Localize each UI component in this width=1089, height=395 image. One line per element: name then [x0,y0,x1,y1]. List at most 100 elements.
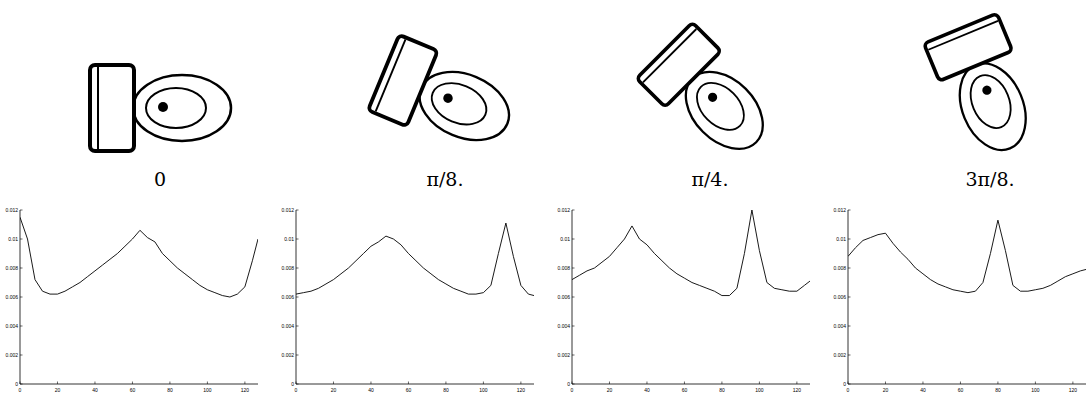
x-tick [960,382,961,385]
bowl-outer [133,75,231,141]
tank [368,35,438,126]
x-tick-label: 60 [406,387,412,393]
y-tick-label: 0.004 [557,323,570,329]
angle-label: 0 [154,168,166,190]
x-tick [759,382,760,385]
y-tick-label: 0.006 [833,294,846,300]
x-tick-label: 40 [644,387,650,393]
drain [442,92,454,104]
y-tick-label: 0.012 [833,207,846,213]
x-tick-label: 20 [883,387,889,393]
y-tick [20,239,23,240]
y-tick [572,384,575,385]
y-tick [848,239,851,240]
x-tick [207,382,208,385]
y-tick [572,326,575,327]
y-tick [848,355,851,356]
x-tick-label: 120 [241,387,250,393]
x-tick-label: 20 [607,387,613,393]
y-tick [20,210,23,211]
y-tick-label: 0.006 [281,294,294,300]
x-tick [169,382,170,385]
x-axis [20,384,258,385]
drain [706,91,719,104]
y-tick [572,210,575,211]
y-tick-label: 0.006 [5,294,18,300]
y-tick-label: 0.008 [833,265,846,271]
x-tick-label: 40 [920,387,926,393]
x-tick [684,382,685,385]
x-tick [94,382,95,385]
drain [981,84,993,96]
x-tick-label: 100 [1031,387,1040,393]
x-tick [370,382,371,385]
y-tick-label: 0.012 [281,207,294,213]
y-tick-label: 0.006 [557,294,570,300]
y-tick [296,297,299,298]
x-tick-label: 0 [19,387,22,393]
drain [158,102,168,112]
y-tick [572,355,575,356]
y-tick-label: 0.002 [833,352,846,358]
y-tick-label: 0.002 [281,352,294,358]
x-tick [1035,382,1036,385]
x-tick-label: 60 [958,387,964,393]
y-tick-label: 0.01 [836,236,846,242]
x-tick [296,382,297,385]
bowl-inner [425,75,492,132]
line [296,223,534,295]
x-tick-label: 0 [295,387,298,393]
angle-label: π/8. [426,168,463,190]
x-tick-label: 0 [847,387,850,393]
x-axis [296,384,534,385]
figure: 000.0020.0040.0060.0080.010.012020406080… [0,0,1089,395]
y-tick [848,326,851,327]
x-tick-label: 80 [719,387,725,393]
chart: 00.0020.0040.0060.0080.010.0120204060801… [281,207,534,393]
y-tick-label: 0.002 [5,352,18,358]
x-tick [57,382,58,385]
chart: 00.0020.0040.0060.0080.010.0120204060801… [5,207,258,393]
tank [924,13,1013,81]
x-tick-label: 0 [571,387,574,393]
y-tick [296,239,299,240]
y-tick [20,384,23,385]
toilet-image [90,65,231,151]
y-tick-label: 0.004 [281,323,294,329]
x-tick [20,382,21,385]
tank-edge [643,29,696,82]
x-tick [796,382,797,385]
x-tick-label: 120 [517,387,526,393]
y-tick-label: 0.01 [8,236,18,242]
y-tick [296,384,299,385]
x-tick [132,382,133,385]
y-tick [848,297,851,298]
x-tick-label: 100 [755,387,764,393]
chart: 00.0020.0040.0060.0080.010.0120204060801… [833,207,1086,393]
angle-label: π/4. [691,168,728,190]
x-tick-label: 100 [479,387,488,393]
x-tick [922,382,923,385]
x-axis [572,384,810,385]
x-tick [333,382,334,385]
angle-label: 3π/8. [965,168,1014,190]
y-tick-label: 0.008 [5,265,18,271]
y-tick [572,268,575,269]
y-tick-label: 0.01 [560,236,570,242]
y-tick-label: 0.004 [5,323,18,329]
y-tick [848,268,851,269]
y-tick [848,210,851,211]
plot-area [572,210,810,296]
x-tick-label: 80 [443,387,449,393]
y-tick [20,326,23,327]
x-tick-label: 20 [331,387,337,393]
x-tick [885,382,886,385]
x-tick [445,382,446,385]
bowl-inner [688,74,753,139]
tank-edge [928,21,998,50]
x-tick [646,382,647,385]
x-tick-label: 60 [130,387,136,393]
x-tick-label: 120 [1069,387,1078,393]
y-tick [296,210,299,211]
x-tick [1072,382,1073,385]
